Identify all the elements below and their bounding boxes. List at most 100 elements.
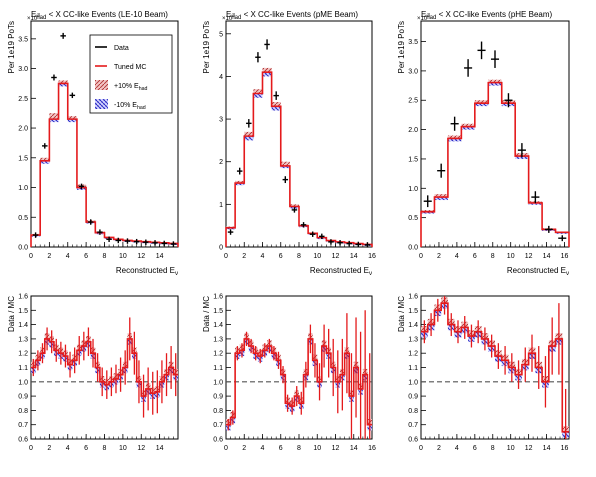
band-down-bin: [49, 119, 59, 123]
data-point: [255, 52, 261, 63]
x-tick-label: 12: [332, 445, 340, 452]
data-point: [477, 41, 486, 60]
y-tick-label: 2.0: [18, 126, 28, 133]
y-tick-label: 0.9: [213, 394, 223, 401]
panel-title-sub: had: [231, 15, 241, 21]
data-point: [264, 39, 270, 50]
panel-title-main: E: [31, 10, 36, 19]
band-up-bin: [280, 161, 290, 166]
panel-title: Ehad < X CC-like Events (pME Beam): [226, 10, 358, 21]
data-point: [282, 176, 289, 184]
y-tick-label: 1.3: [213, 336, 223, 343]
x-tick-label: 2: [437, 445, 441, 452]
y-tick-label: 0.7: [408, 422, 418, 429]
x-tick-label: 6: [84, 253, 88, 260]
y-tick-label: 0.9: [18, 394, 28, 401]
y-tick-label: 0.0: [18, 245, 28, 252]
legend-label-up-sub: had: [139, 86, 148, 92]
x-tick-label: 14: [350, 445, 358, 452]
band-up-bin: [434, 194, 448, 198]
x-tick-label: 14: [156, 445, 164, 452]
x-tick-label: 6: [473, 253, 477, 260]
data-point: [106, 236, 112, 242]
x-tick-label: 14: [350, 253, 358, 260]
band-down-bin: [447, 138, 462, 142]
y-axis-label: Per 1e19 PoTs: [397, 21, 406, 73]
scale-exponent: 3: [232, 13, 235, 19]
x-tick-label: 0: [224, 445, 228, 452]
mc-step-line: [420, 81, 570, 247]
band-up-bin: [244, 131, 254, 137]
band-up-bin: [40, 157, 50, 161]
band-down-bin: [262, 72, 272, 77]
x-tick-label: 8: [297, 253, 301, 260]
x-tick-label: 2: [242, 253, 246, 260]
data-point: [152, 240, 158, 246]
y-tick-label: 0.8: [213, 408, 223, 415]
x-tick-label: 10: [119, 253, 127, 260]
x-tick-label: 4: [261, 445, 265, 452]
data-point: [423, 195, 432, 208]
x-tick-label: 6: [279, 253, 283, 260]
y-tick-label: 1.2: [213, 351, 223, 358]
legend-label-up-main: +10% E: [114, 83, 139, 90]
y-tick-label: 0.6: [18, 437, 28, 444]
y-tick-label: 1: [219, 202, 223, 209]
band-down-bin: [434, 197, 448, 201]
x-axis-label-sub: ν: [566, 271, 569, 277]
legend-label-up: +10% Ehad: [114, 83, 148, 92]
band-up-bin: [67, 116, 77, 120]
x-tick-label: 10: [119, 445, 127, 452]
x-tick-label: 4: [66, 253, 70, 260]
x-axis-label-sub: ν: [175, 271, 178, 277]
scale-label: ×103: [27, 13, 40, 22]
y-tick-label: 1.2: [18, 351, 28, 358]
data-point: [32, 232, 39, 238]
x-tick-label: 10: [313, 445, 321, 452]
x-tick-label: 2: [47, 253, 51, 260]
y-tick-label: 0.8: [18, 408, 28, 415]
plot-frame: [30, 295, 179, 440]
x-tick-label: 12: [137, 445, 145, 452]
x-tick-label: 10: [507, 445, 515, 452]
scale-base: ×10: [27, 16, 38, 22]
x-axis-label: Reconstructed Eν: [116, 266, 178, 277]
data-point: [60, 32, 66, 39]
band-down-bin: [515, 156, 529, 159]
y-tick-label: 3.5: [18, 36, 28, 43]
x-tick-label: 0: [29, 445, 33, 452]
y-tick-label: 1.0: [213, 379, 223, 386]
band-up-bin: [461, 123, 475, 127]
band-down-bin: [235, 183, 245, 186]
x-tick-label: 16: [368, 253, 376, 260]
band-down-bin: [474, 103, 489, 107]
y-tick-label: 1.3: [408, 336, 418, 343]
data-point: [170, 241, 177, 247]
mc-step-line: [225, 71, 373, 247]
y-tick-label: 2.5: [18, 96, 28, 103]
panel-title-main: E: [421, 10, 426, 19]
data-point: [115, 237, 122, 244]
x-tick-label: 12: [525, 445, 533, 452]
y-tick-label: 0.6: [213, 437, 223, 444]
y-tick-label: 1.3: [18, 336, 28, 343]
y-axis-label: Per 1e19 PoTs: [202, 21, 211, 73]
x-tick-label: 12: [525, 253, 533, 260]
x-tick-label: 16: [561, 445, 569, 452]
plot-frame: [225, 295, 373, 440]
x-tick-label: 4: [66, 445, 70, 452]
y-tick-label: 2.5: [408, 98, 418, 105]
data-point: [78, 183, 85, 190]
x-tick-label: 8: [297, 445, 301, 452]
data-point: [450, 116, 459, 131]
data-point: [246, 119, 252, 128]
x-tick-label: 14: [543, 253, 551, 260]
data-point: [42, 143, 48, 149]
data-point: [273, 91, 279, 100]
data-point: [51, 74, 57, 81]
data-point: [87, 219, 94, 225]
y-tick-label: 0.6: [408, 437, 418, 444]
x-axis-label-sub: ν: [369, 271, 372, 277]
x-tick-label: 16: [368, 445, 376, 452]
